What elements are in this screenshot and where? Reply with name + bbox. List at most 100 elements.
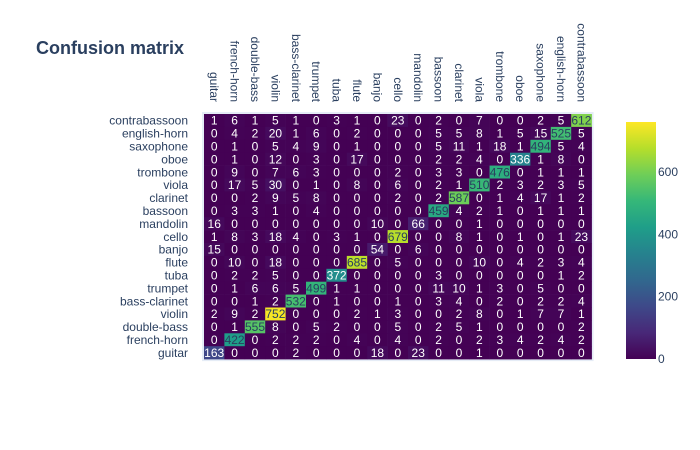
cell-value-label: 1 [558, 204, 565, 218]
cell-value-label: 5 [558, 114, 565, 128]
cell-value-label: 1 [558, 268, 565, 282]
heatmap-cell [550, 307, 572, 321]
heatmap-cell [408, 294, 429, 308]
cell-value-label: 0 [517, 346, 524, 360]
heatmap-cell [244, 268, 266, 282]
cell-value-label: 0 [272, 243, 279, 257]
heatmap-cell [204, 204, 225, 218]
cell-value-label: 4 [517, 256, 524, 270]
heatmap-cell [224, 126, 246, 141]
heatmap-cell [306, 204, 327, 218]
cell-value-label: 2 [435, 152, 442, 166]
heatmap-cell [571, 346, 592, 360]
heatmap-cell [571, 217, 592, 231]
cell-value-label: 0 [496, 256, 503, 270]
heatmap-cell [326, 178, 348, 192]
heatmap-cell [326, 191, 348, 205]
cell-value-label: 2 [252, 127, 259, 141]
cell-value-label: 18 [493, 139, 507, 153]
cell-value-label: 2 [435, 114, 442, 128]
cell-value-label: 3 [333, 114, 340, 128]
heatmap-cell [265, 204, 286, 218]
heatmap-cell [550, 346, 572, 360]
cell-value-label: 0 [313, 268, 320, 282]
cell-value-label: 1 [476, 281, 483, 295]
heatmap-cell [306, 139, 327, 153]
cell-value-label: 0 [415, 204, 422, 218]
heatmap-cell [469, 307, 490, 321]
heatmap-cell [469, 268, 490, 282]
heatmap-cell [448, 139, 470, 153]
y-tick-label: flute [165, 256, 188, 270]
heatmap-cell [224, 294, 246, 308]
cell-value-label: 5 [313, 320, 320, 334]
heatmap-cell [265, 217, 286, 231]
heatmap-cell [306, 243, 327, 257]
heatmap-cell [285, 346, 307, 360]
heatmap-cell [387, 114, 409, 128]
heatmap-cell [510, 178, 531, 192]
cell-value-label: 1 [496, 204, 503, 218]
cell-value-label: 1 [211, 230, 218, 244]
cell-value-label: 4 [476, 152, 483, 166]
heatmap-cell [346, 191, 368, 205]
cell-value-label: 5 [252, 178, 259, 192]
cell-value-label: 0 [252, 139, 259, 153]
heatmap-cell [530, 114, 552, 128]
colorbar-tick-label: 400 [658, 227, 678, 241]
heatmap-cell [244, 178, 266, 192]
cell-value-label: 0 [231, 191, 238, 205]
heatmap-cell [387, 152, 409, 166]
cell-value-label: 0 [415, 294, 422, 308]
colorbar-tick-label: 600 [658, 165, 678, 179]
cell-value-label: 2 [537, 333, 544, 347]
heatmap-cell [387, 268, 409, 282]
cell-value-label: 0 [333, 191, 340, 205]
cell-value-label: 54 [371, 243, 385, 257]
cell-value-label: 0 [272, 217, 279, 231]
cell-value-label: 1 [374, 307, 381, 321]
heatmap-cell [326, 346, 348, 360]
heatmap-cell [326, 255, 348, 270]
cell-value-label: 5 [272, 114, 279, 128]
cell-value-label: 0 [211, 204, 218, 218]
cell-value-label: 459 [429, 204, 449, 218]
cell-value-label: 0 [292, 268, 299, 282]
cell-value-label: 0 [374, 256, 381, 270]
cell-value-label: 0 [374, 178, 381, 192]
y-axis-tick-labels: contrabassoonenglish-hornsaxophoneoboetr… [109, 114, 188, 360]
heatmap-cell [204, 191, 225, 205]
heatmap-cell [285, 191, 307, 205]
heatmap-cell [530, 152, 552, 166]
cell-value-label: 5 [272, 139, 279, 153]
cell-value-label: 0 [231, 243, 238, 257]
cell-value-label: 4 [231, 127, 238, 141]
cell-value-label: 0 [517, 114, 524, 128]
colorbar: 0 200 400 600 [626, 122, 678, 366]
cell-value-label: 2 [252, 191, 259, 205]
cell-value-label: 0 [211, 281, 218, 295]
heatmap-cell [367, 191, 388, 205]
y-tick-label: tuba [165, 268, 189, 282]
cell-value-label: 1 [252, 114, 259, 128]
cell-value-label: 1 [578, 204, 585, 218]
cell-value-label: 0 [374, 165, 381, 179]
x-tick-label: tuba [330, 79, 344, 103]
heatmap-cell [265, 139, 286, 153]
cell-value-label: 1 [456, 178, 463, 192]
heatmap-cell [448, 230, 470, 244]
cell-value-label: 0 [456, 217, 463, 231]
cell-value-label: 0 [272, 346, 279, 360]
cell-value-label: 0 [333, 217, 340, 231]
heatmap-cell [346, 346, 368, 360]
heatmap-cell [571, 230, 592, 244]
cell-value-label: 1 [537, 165, 544, 179]
cell-value-label: 0 [333, 178, 340, 192]
cell-value-label: 6 [231, 114, 238, 128]
cell-value-label: 0 [415, 268, 422, 282]
cell-value-label: 23 [412, 346, 426, 360]
cell-value-label: 0 [456, 268, 463, 282]
cell-value-label: 2 [537, 178, 544, 192]
cell-value-label: 6 [272, 281, 279, 295]
